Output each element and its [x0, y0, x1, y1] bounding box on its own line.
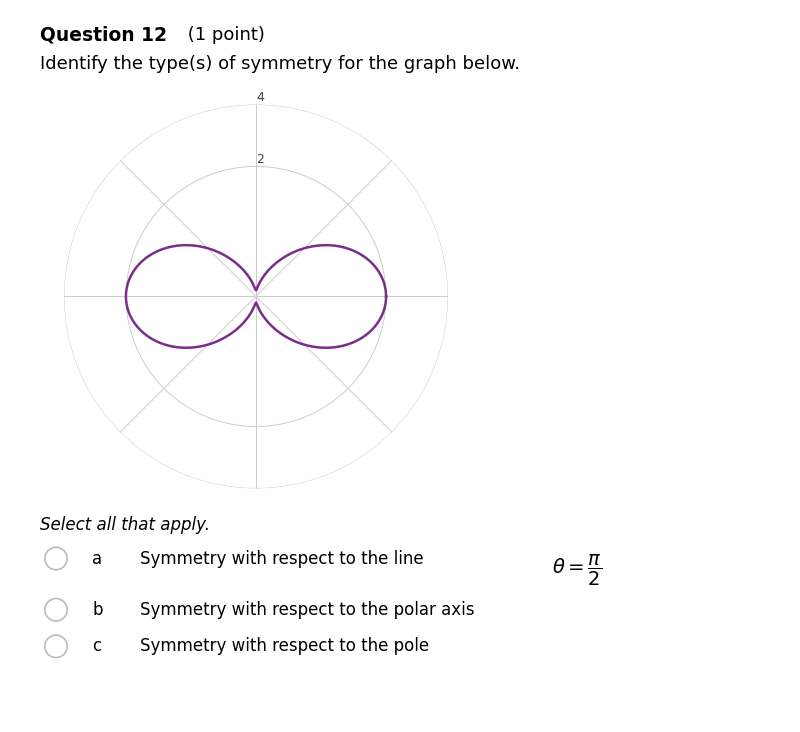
Text: Symmetry with respect to the pole: Symmetry with respect to the pole [140, 638, 429, 655]
Text: Symmetry with respect to the polar axis: Symmetry with respect to the polar axis [140, 601, 474, 619]
Text: Symmetry with respect to the line: Symmetry with respect to the line [140, 550, 424, 567]
Text: $\theta = \dfrac{\pi}{2}$: $\theta = \dfrac{\pi}{2}$ [552, 553, 602, 588]
Text: a: a [92, 550, 102, 567]
Text: c: c [92, 638, 101, 655]
Text: Select all that apply.: Select all that apply. [40, 516, 210, 534]
Text: Identify the type(s) of symmetry for the graph below.: Identify the type(s) of symmetry for the… [40, 55, 520, 73]
Text: Question 12: Question 12 [40, 26, 167, 45]
Text: b: b [92, 601, 102, 619]
Text: (1 point): (1 point) [182, 26, 266, 44]
